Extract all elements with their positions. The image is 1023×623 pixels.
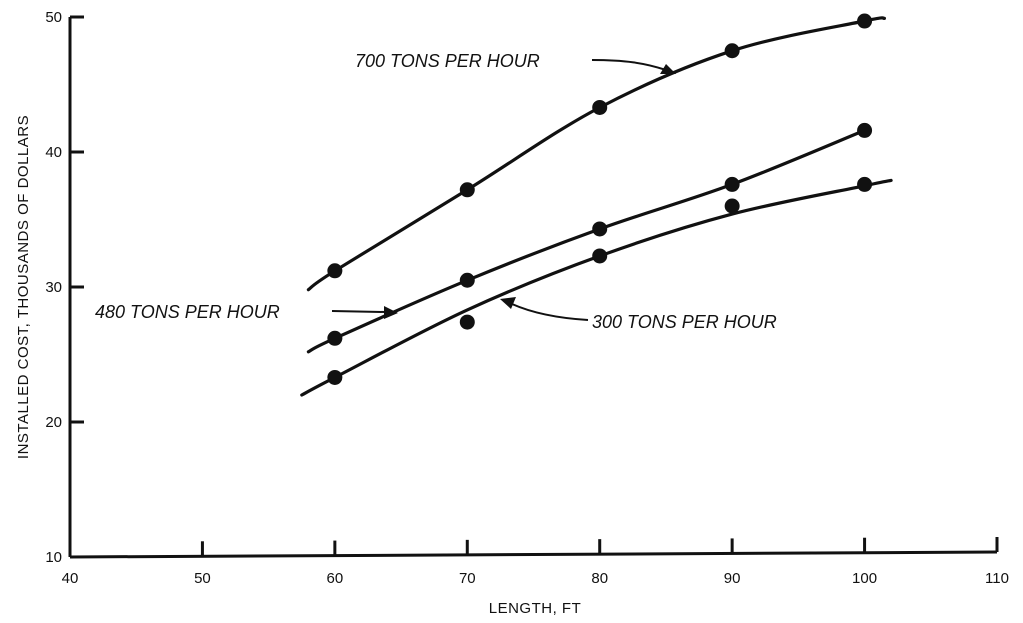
axes [68, 17, 998, 559]
data-point-700 [327, 263, 343, 279]
data-point-700 [724, 43, 740, 59]
series-label-700: 700 TONS PER HOUR [355, 51, 540, 71]
y-axis-title: INSTALLED COST, THOUSANDS OF DOLLARS [15, 115, 32, 459]
series-label-480: 480 TONS PER HOUR [95, 302, 280, 322]
data-point-480 [327, 330, 343, 346]
arrowhead-300 [500, 297, 516, 309]
y-tick-label: 10 [45, 549, 62, 566]
x-tick-label: 90 [724, 570, 741, 587]
series-curves [300, 16, 893, 397]
data-point-480 [724, 176, 740, 192]
y-tick-label: 50 [45, 9, 62, 26]
arrowhead-700 [660, 64, 676, 74]
data-point-700 [459, 182, 475, 198]
data-point-300 [592, 248, 608, 264]
data-point-480 [459, 272, 475, 288]
data-points [327, 13, 873, 385]
x-tick-label: 50 [194, 570, 211, 587]
y-tick-label: 20 [45, 414, 62, 431]
x-axis-title: LENGTH, FT [489, 600, 582, 617]
series-label-300: 300 TONS PER HOUR [592, 312, 777, 332]
y-ticks: 10 20 30 40 50 [45, 9, 84, 566]
data-point-300 [459, 314, 475, 330]
series-curve-480 [306, 128, 867, 354]
x-axis-line [69, 550, 998, 559]
y-tick-label: 40 [45, 144, 62, 161]
data-point-300 [857, 176, 873, 192]
leader-300 [511, 303, 589, 321]
data-point-480 [592, 221, 608, 237]
x-tick-label: 40 [62, 570, 79, 587]
x-tick-label: 100 [852, 570, 877, 587]
x-tick-label: 110 [985, 570, 1009, 587]
data-point-300 [724, 198, 740, 214]
y-tick-label: 30 [45, 279, 62, 296]
x-tick-label: 80 [591, 570, 608, 587]
data-point-300 [327, 369, 343, 385]
x-tick-label: 70 [459, 570, 476, 587]
x-ticks: 40 50 60 70 80 90 100 110 [62, 537, 1009, 587]
series-curve-300 [300, 178, 893, 397]
data-point-700 [592, 99, 608, 115]
leader-700 [591, 59, 667, 71]
arrowhead-480 [384, 306, 398, 319]
x-tick-label: 60 [327, 570, 344, 587]
leader-480 [331, 310, 386, 313]
data-point-480 [857, 122, 873, 138]
label-leaders [331, 59, 676, 321]
data-point-700 [857, 13, 873, 29]
